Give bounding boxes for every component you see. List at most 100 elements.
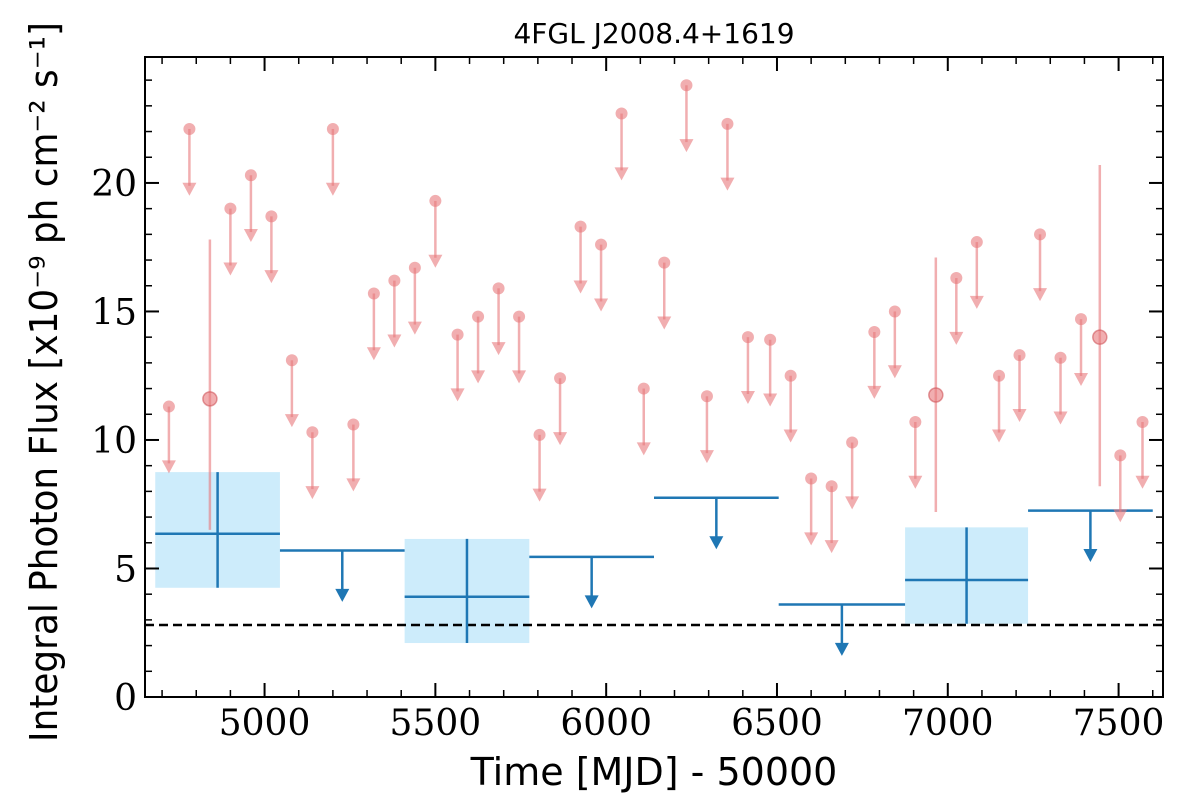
y-axis-label: Integral Photon Flux [x10⁻⁹ ph cm⁻² s⁻¹] xyxy=(22,22,66,742)
short-bin-upper-limit-arrow xyxy=(908,475,923,489)
y-tick-label: 20 xyxy=(91,164,137,205)
short-bin-upper-limit-arrow xyxy=(573,280,588,294)
short-bin-upper-limit-point xyxy=(805,472,818,485)
short-bin-upper-limit-arrow xyxy=(428,254,443,268)
short-bin-upper-limit-arrow xyxy=(679,139,694,153)
short-bin-upper-limit-arrow xyxy=(969,295,984,309)
short-bin-upper-limit-point xyxy=(367,287,380,300)
short-bin-upper-limit-point xyxy=(347,418,360,431)
short-bin-upper-limit-arrow xyxy=(366,347,381,361)
short-bin-upper-limit-arrow xyxy=(161,460,176,474)
short-bin-upper-limit-point xyxy=(451,328,464,341)
short-bin-upper-limit-point xyxy=(533,428,546,441)
short-bin-upper-limit-arrow xyxy=(450,388,465,402)
short-bin-upper-limit-point xyxy=(993,369,1006,382)
short-bin-upper-limit-point xyxy=(825,480,838,493)
short-bin-upper-limit-arrow xyxy=(763,393,778,407)
short-bin-upper-limit-arrow xyxy=(264,270,279,284)
short-bin-upper-limit-point xyxy=(285,354,298,367)
short-bin-upper-limit-point xyxy=(306,426,319,439)
short-bin-upper-limit-arrow xyxy=(1113,509,1128,523)
short-bin-upper-limit-point xyxy=(950,272,963,285)
y-tick-label: 10 xyxy=(91,421,137,462)
plot-frame xyxy=(144,56,1164,698)
short-bin-upper-limit-arrow xyxy=(1053,411,1068,425)
short-bin-upper-limit-point xyxy=(554,372,567,385)
x-tick-label: 7500 xyxy=(1073,703,1165,744)
short-bin-upper-limit-arrow xyxy=(992,429,1007,443)
short-bin-detection-point xyxy=(202,391,218,407)
short-bin-upper-limit-point xyxy=(846,436,859,449)
short-bin-upper-limit-point xyxy=(244,169,257,182)
short-bin-upper-limit-arrow xyxy=(1135,475,1150,489)
short-bin-upper-limit-arrow xyxy=(594,298,609,312)
short-bin-upper-limit-arrow xyxy=(284,414,299,428)
short-bin-upper-limit-point xyxy=(388,274,401,287)
short-bin-upper-limit-point xyxy=(408,261,421,274)
short-bin-upper-limit-point xyxy=(574,220,587,233)
short-bin-upper-limit-point xyxy=(658,256,671,269)
short-bin-upper-limit-point xyxy=(680,79,693,92)
x-tick-label: 7000 xyxy=(902,703,994,744)
short-bin-upper-limit-arrow xyxy=(387,334,402,348)
short-bin-upper-limit-arrow xyxy=(471,370,486,384)
short-bin-upper-limit-arrow xyxy=(1074,372,1089,386)
short-bin-upper-limit-arrow xyxy=(636,442,651,456)
short-bin-upper-limit-point xyxy=(183,122,196,135)
short-bin-upper-limit-point xyxy=(700,390,713,403)
y-tick-label: 15 xyxy=(91,292,137,333)
tick-labels: 5000 5500 6000 6500 7000 7500 0 5 10 15 20 xyxy=(91,164,1164,744)
short-bin-upper-limit-point xyxy=(1114,449,1127,462)
short-bin-upper-limit-arrow xyxy=(512,370,527,384)
long-bin-upper-limit-arrow xyxy=(709,536,724,550)
x-tick-label: 6500 xyxy=(731,703,823,744)
short-bin-upper-limit-point xyxy=(162,400,175,413)
short-bin-upper-limit-arrow xyxy=(346,478,361,492)
long-bin-markers xyxy=(155,472,1153,656)
short-bin-upper-limit-arrow xyxy=(720,177,735,191)
short-bin-upper-limit-point xyxy=(429,194,442,207)
short-bin-upper-limit-arrow xyxy=(949,331,964,345)
short-bin-upper-limit-arrow xyxy=(614,167,629,181)
short-bin-upper-limit-point xyxy=(970,236,983,249)
short-bin-upper-limit-point xyxy=(888,305,901,318)
short-bin-upper-limit-point xyxy=(1075,313,1088,326)
y-tick-label: 5 xyxy=(114,549,137,590)
short-bin-upper-limit-point xyxy=(1034,228,1047,241)
short-bin-upper-limit-arrow xyxy=(243,229,258,243)
short-bin-upper-limit-point xyxy=(784,369,797,382)
short-bin-upper-limit-point xyxy=(909,415,922,428)
x-tick-label: 6000 xyxy=(560,703,652,744)
short-bin-upper-limit-arrow xyxy=(657,316,672,330)
short-bin-upper-limit-arrow xyxy=(1033,288,1048,302)
short-bin-upper-limit-arrow xyxy=(740,390,755,404)
short-bin-upper-limit-point xyxy=(721,117,734,130)
short-bin-markers xyxy=(161,79,1150,554)
short-bin-upper-limit-point xyxy=(513,310,526,323)
short-bin-upper-limit-arrow xyxy=(867,385,882,399)
long-bin-upper-limit-arrow xyxy=(335,588,350,602)
short-bin-upper-limit-point xyxy=(1013,349,1026,362)
short-bin-upper-limit-arrow xyxy=(845,496,860,510)
short-bin-upper-limit-arrow xyxy=(553,432,568,446)
short-bin-upper-limit-point xyxy=(637,382,650,395)
short-bin-upper-limit-arrow xyxy=(305,486,320,500)
long-bin-upper-limit-arrow xyxy=(834,642,849,656)
short-bin-upper-limit-arrow xyxy=(223,262,238,276)
short-bin-upper-limit-point xyxy=(472,310,485,323)
x-axis-label: Time [MJD] - 50000 xyxy=(470,750,838,794)
short-bin-upper-limit-arrow xyxy=(182,182,197,196)
short-bin-upper-limit-arrow xyxy=(699,450,714,464)
short-bin-upper-limit-arrow xyxy=(824,540,839,554)
x-tick-label: 5000 xyxy=(219,703,311,744)
short-bin-upper-limit-point xyxy=(741,331,754,344)
short-bin-upper-limit-point xyxy=(224,202,237,215)
short-bin-upper-limit-arrow xyxy=(325,182,340,196)
short-bin-upper-limit-arrow xyxy=(491,342,506,356)
short-bin-upper-limit-arrow xyxy=(407,321,422,335)
x-tick-label: 5500 xyxy=(390,703,482,744)
short-bin-upper-limit-point xyxy=(764,333,777,346)
short-bin-upper-limit-point xyxy=(265,210,278,223)
chart-title: 4FGL J2008.4+1619 xyxy=(513,17,794,50)
